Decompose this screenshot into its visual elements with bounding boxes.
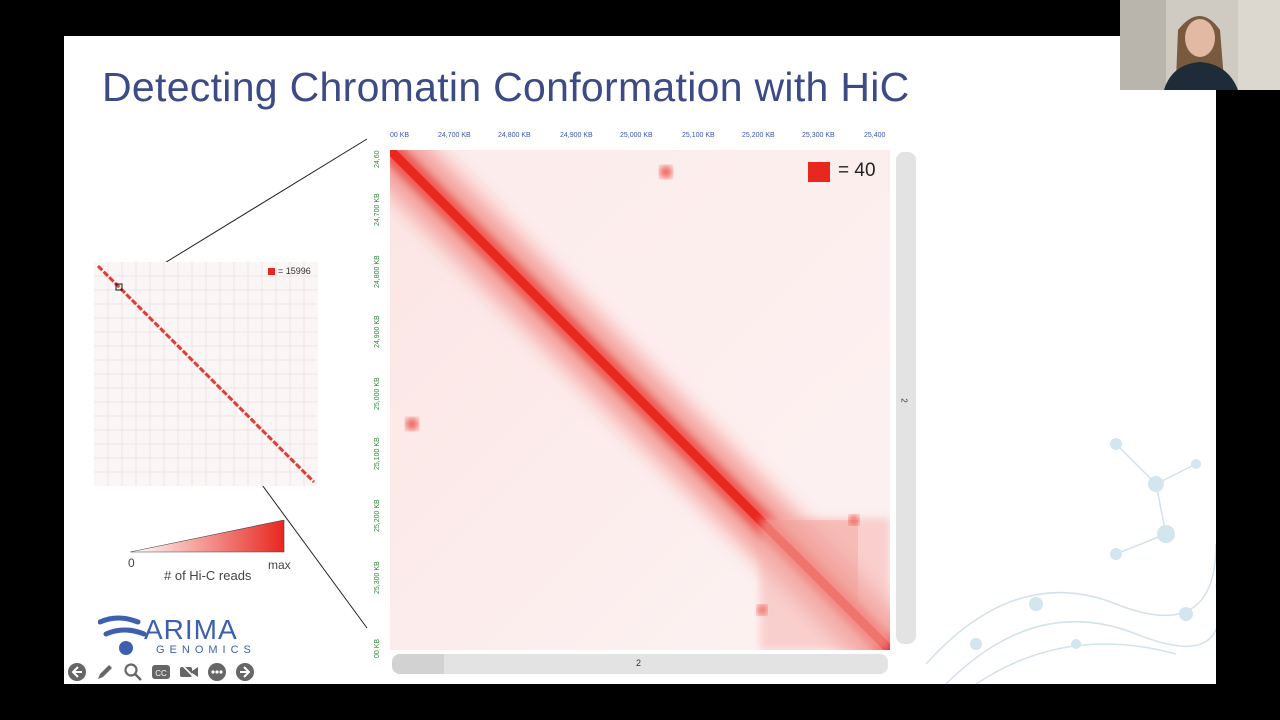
y-tick: 25,200 KB xyxy=(374,499,381,532)
y-tick: 24,800 KB xyxy=(374,255,381,288)
more-button[interactable] xyxy=(206,661,228,683)
x-tick: 00 KB xyxy=(390,132,410,139)
presentation-slide: Detecting Chromatin Conformation with Hi… xyxy=(64,36,1216,684)
arima-logo: ARIMA GENOMICS xyxy=(98,612,288,660)
horizontal-scrollbar-label: 2 xyxy=(636,658,642,668)
vertical-scrollbar[interactable]: 2 xyxy=(896,152,916,644)
y-tick: 24,700 KB xyxy=(374,193,381,226)
zoom-button[interactable] xyxy=(122,661,144,683)
svg-text:CC: CC xyxy=(155,669,167,678)
heatmap xyxy=(390,150,890,650)
arima-logo-mark xyxy=(98,615,147,655)
captions-button[interactable]: CC xyxy=(150,661,172,683)
x-tick: 25,200 KB xyxy=(742,132,775,139)
heatmap-legend-swatch xyxy=(808,162,830,182)
overview-contact-map: = 15996 xyxy=(94,262,318,486)
heatmap-legend-value: = 40 xyxy=(838,160,876,181)
x-tick: 24,800 KB xyxy=(498,132,531,139)
forward-button[interactable] xyxy=(234,661,256,683)
read-count-gradient xyxy=(130,520,285,553)
x-tick: 25,100 KB xyxy=(682,132,715,139)
slide-title: Detecting Chromatin Conformation with Hi… xyxy=(102,64,910,110)
back-button[interactable] xyxy=(66,661,88,683)
y-tick: 24,60 xyxy=(374,150,381,168)
pen-button[interactable] xyxy=(94,661,116,683)
captions-icon: CC xyxy=(152,665,170,679)
more-icon xyxy=(208,663,226,681)
y-tick: 25,300 KB xyxy=(374,561,381,594)
logo-name: ARIMA xyxy=(144,614,238,645)
overview-legend-swatch xyxy=(268,268,275,275)
x-tick: 25,300 KB xyxy=(802,132,835,139)
scale-caption: # of Hi-C reads xyxy=(164,568,252,583)
presenter-webcam xyxy=(1120,0,1280,90)
presenter-video xyxy=(1120,0,1280,90)
horizontal-scrollbar[interactable]: 2 xyxy=(392,654,888,674)
horizontal-scrollbar-thumb[interactable] xyxy=(392,654,444,674)
y-axis-ticks: 24,60 24,700 KB 24,800 KB 24,900 KB 25,0… xyxy=(374,150,390,658)
vertical-scrollbar-label: 2 xyxy=(899,398,909,403)
y-tick: 25,000 KB xyxy=(374,377,381,410)
scale-max-label: max xyxy=(268,558,291,572)
video-off-icon xyxy=(180,663,198,681)
y-tick: 24,900 KB xyxy=(374,315,381,348)
zoom-icon xyxy=(124,663,142,681)
forward-icon xyxy=(236,663,254,681)
x-tick: 25,400 xyxy=(864,132,886,139)
logo-subtitle: GENOMICS xyxy=(156,644,256,656)
x-axis-ticks: 00 KB 24,700 KB 24,800 KB 24,900 KB 25,0… xyxy=(390,132,890,152)
pen-icon xyxy=(98,665,112,679)
overview-legend-value: = 15996 xyxy=(278,266,311,276)
y-tick: 00 KB xyxy=(374,638,381,658)
x-tick: 24,700 KB xyxy=(438,132,471,139)
decorative-network-graphic xyxy=(925,438,1216,684)
x-tick: 24,900 KB xyxy=(560,132,593,139)
scale-min-label: 0 xyxy=(128,556,135,570)
back-icon xyxy=(68,663,86,681)
x-tick: 25,000 KB xyxy=(620,132,653,139)
video-off-button[interactable] xyxy=(178,661,200,683)
y-tick: 25,100 KB xyxy=(374,437,381,470)
zoomed-contact-map: 00 KB 24,700 KB 24,800 KB 24,900 KB 25,0… xyxy=(364,130,924,674)
